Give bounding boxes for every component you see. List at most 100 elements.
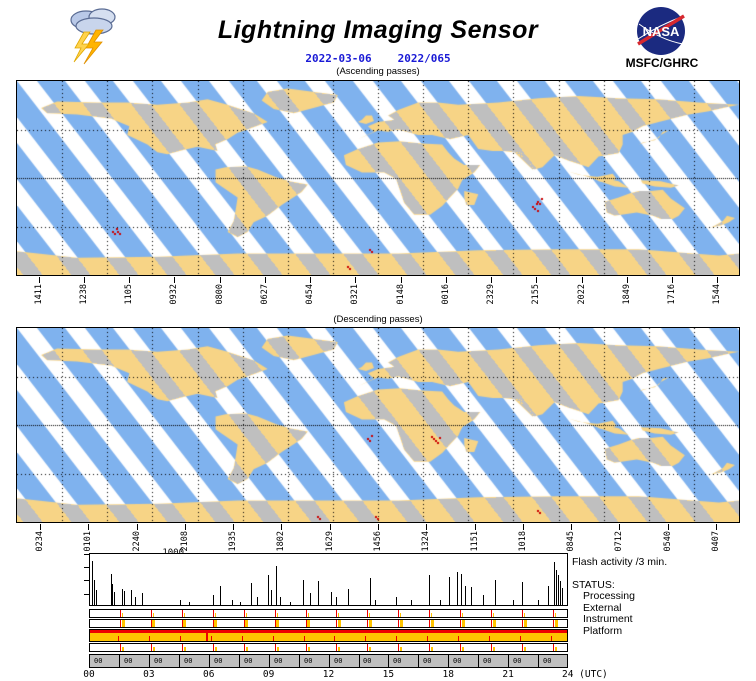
status-marker (273, 636, 274, 641)
orbit-tick (39, 277, 40, 283)
orbit-tick (717, 277, 718, 283)
page-header: NASA MSFC/GHRC Lightning Imaging Sensor … (0, 0, 756, 78)
status-marker (369, 647, 371, 651)
flash-activity-chart: 1000100101 00000000000000000000000000000… (0, 546, 756, 680)
status-row-instrument (89, 629, 568, 642)
page-title: Lightning Imaging Sensor (217, 16, 539, 44)
flash-count-bar (240, 602, 241, 605)
orbit-time-label: 1238 (79, 284, 89, 305)
ascending-bottom-orbit-labels: 1411 1238 1105 0932 0800 0627 0454 0321 0148 0016… (16, 277, 740, 311)
status-marker (244, 644, 245, 651)
descending-map-canvas (17, 328, 739, 522)
flash-count-bar (189, 602, 190, 605)
chart-legend: Flash activity /3 min. STATUS: Processin… (572, 556, 756, 637)
nasa-meatball-logo: NASA (637, 7, 685, 55)
flash-count-bar (92, 561, 93, 605)
orbit-tick (475, 524, 476, 530)
status-marker (151, 610, 152, 617)
status-marker (246, 647, 248, 651)
status-marker (153, 613, 154, 617)
status-marker (336, 610, 337, 617)
status-marker (215, 647, 217, 651)
orbit-tick (627, 277, 628, 283)
status-marker (462, 613, 463, 617)
flash-count-bar (268, 575, 269, 605)
time-segment: 00 (479, 655, 509, 667)
status-marker (398, 620, 399, 627)
descending-passes-label: (Descending passes) (333, 314, 423, 325)
date-line: 2022-03-06 2022/065 (0, 52, 756, 65)
status-marker (336, 620, 337, 627)
status-marker (462, 620, 465, 627)
status-marker (400, 613, 401, 617)
status-marker (213, 620, 214, 627)
flash-count-bar (131, 590, 132, 605)
legend-item-processing: Processing (583, 590, 635, 602)
orbit-tick (355, 277, 356, 283)
time-segment: 00 (270, 655, 300, 667)
status-marker (369, 620, 372, 627)
status-marker (122, 647, 124, 651)
status-marker (336, 644, 337, 651)
status-marker (365, 636, 366, 641)
status-marker (180, 636, 181, 641)
instrument-red-band (90, 630, 567, 633)
time-segment: 00 (240, 655, 270, 667)
status-marker (184, 613, 185, 617)
date-text: 2022-03-06 (305, 52, 372, 65)
flash-count-bar (522, 582, 523, 605)
status-marker (306, 610, 307, 617)
svg-text:NASA: NASA (643, 24, 680, 39)
orbit-tick (40, 524, 41, 530)
status-marker (431, 647, 433, 651)
flash-count-bar (554, 562, 555, 605)
orbit-time-label: 2329 (486, 284, 496, 305)
status-marker (431, 620, 434, 627)
status-marker (493, 613, 494, 617)
orbit-time-label: 1849 (622, 284, 632, 305)
orbit-time-label: 0627 (260, 284, 270, 305)
status-marker (182, 610, 183, 617)
status-marker (429, 620, 430, 627)
status-marker (120, 644, 121, 651)
flash-count-bar (142, 593, 143, 605)
status-marker (246, 613, 247, 617)
status-marker (338, 647, 340, 651)
x-axis-tick-label: 03 (143, 669, 155, 680)
flash-count-bar (94, 580, 95, 605)
orbit-tick (716, 524, 717, 530)
orbit-time-label: 0932 (169, 284, 179, 305)
orbit-tick (84, 277, 85, 283)
orbit-tick (401, 277, 402, 283)
status-marker (396, 636, 397, 641)
status-row-processing (89, 609, 568, 618)
orbit-tick (582, 277, 583, 283)
flash-count-bar (562, 588, 563, 605)
time-segment: 00 (180, 655, 210, 667)
orbit-time-label: 0454 (305, 284, 315, 305)
orbit-tick (330, 524, 331, 530)
status-marker (460, 644, 461, 651)
time-segment: 00 (359, 655, 389, 667)
flash-count-bar (112, 584, 113, 605)
status-marker (555, 620, 558, 627)
orbit-tick (523, 524, 524, 530)
flash-count-bar (558, 575, 559, 605)
flash-count-bar (331, 592, 332, 605)
orbit-time-label: 2022 (577, 284, 587, 305)
orbit-time-label: 0321 (350, 284, 360, 305)
time-segment: 00 (330, 655, 360, 667)
status-marker (213, 610, 214, 617)
flash-count-bar (280, 597, 281, 605)
orbit-tick (220, 277, 221, 283)
orbit-tick (571, 524, 572, 530)
chart-x-axis: 00 03 06 09 12 15 18 21 24 (UTC) (0, 669, 756, 681)
x-axis-tick-label: 12 (322, 669, 335, 680)
orbit-time-label: 1716 (667, 284, 677, 305)
status-marker (460, 610, 461, 617)
status-marker (277, 613, 278, 617)
flash-count-bar (220, 586, 221, 605)
status-marker (334, 636, 335, 641)
status-marker (427, 636, 428, 641)
status-marker (183, 620, 186, 627)
